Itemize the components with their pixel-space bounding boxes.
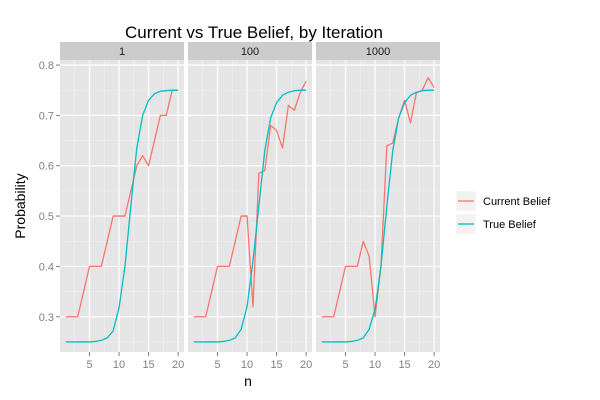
- facet-strip-label: 100: [241, 46, 259, 58]
- legend: Current Belief True Belief: [455, 190, 551, 235]
- x-tick-label: 20: [300, 359, 312, 371]
- facet-strip: [60, 42, 184, 60]
- y-tick-label: 0.7: [39, 110, 54, 122]
- x-tick-label: 10: [369, 359, 381, 371]
- series-line-current-belief: [193, 80, 307, 318]
- facet-panel: 1: [60, 42, 184, 352]
- y-tick-label: 0.6: [39, 161, 54, 173]
- x-axis-title: n: [244, 373, 252, 389]
- legend-label: Current Belief: [483, 196, 551, 208]
- facet-strip: [188, 42, 312, 60]
- facet-panels: 1 100 1000: [60, 42, 440, 352]
- x-tick-label: 10: [113, 359, 125, 371]
- x-tick-label: 15: [270, 359, 282, 371]
- series-line-true-belief: [65, 89, 179, 343]
- x-axis-ticks: 5 10 15 20 5 10 15 20 5 10 15 20: [86, 352, 440, 371]
- y-tick-label: 0.5: [39, 211, 54, 223]
- facet-strip-label: 1: [119, 46, 125, 58]
- x-tick-label: 10: [241, 359, 253, 371]
- panel-background: [316, 60, 440, 352]
- y-tick-label: 0.4: [39, 261, 54, 273]
- facet-panel: 100: [188, 42, 312, 352]
- x-tick-label: 15: [142, 359, 154, 371]
- facet-strip-label: 1000: [366, 46, 390, 58]
- series-line-true-belief: [321, 89, 435, 343]
- y-tick-label: 0.8: [39, 60, 54, 72]
- x-tick-label: 20: [428, 359, 440, 371]
- x-tick-label: 15: [398, 359, 410, 371]
- series-line-true-belief: [193, 89, 307, 343]
- panel-background: [60, 60, 184, 352]
- y-axis-title: Probability: [12, 173, 28, 238]
- y-axis-ticks: 0.3 0.4 0.5 0.6 0.7 0.8: [39, 60, 60, 324]
- x-tick-label: 5: [86, 359, 92, 371]
- x-tick-label: 20: [172, 359, 184, 371]
- series-line-current-belief: [65, 89, 179, 318]
- panel-background: [188, 60, 312, 352]
- chart-title: Current vs True Belief, by Iteration: [125, 23, 383, 42]
- x-tick-label: 5: [214, 359, 220, 371]
- legend-label: True Belief: [483, 219, 537, 231]
- y-tick-label: 0.3: [39, 312, 54, 324]
- facet-strip: [316, 42, 440, 60]
- facet-panel: 1000: [316, 42, 440, 352]
- x-tick-label: 5: [342, 359, 348, 371]
